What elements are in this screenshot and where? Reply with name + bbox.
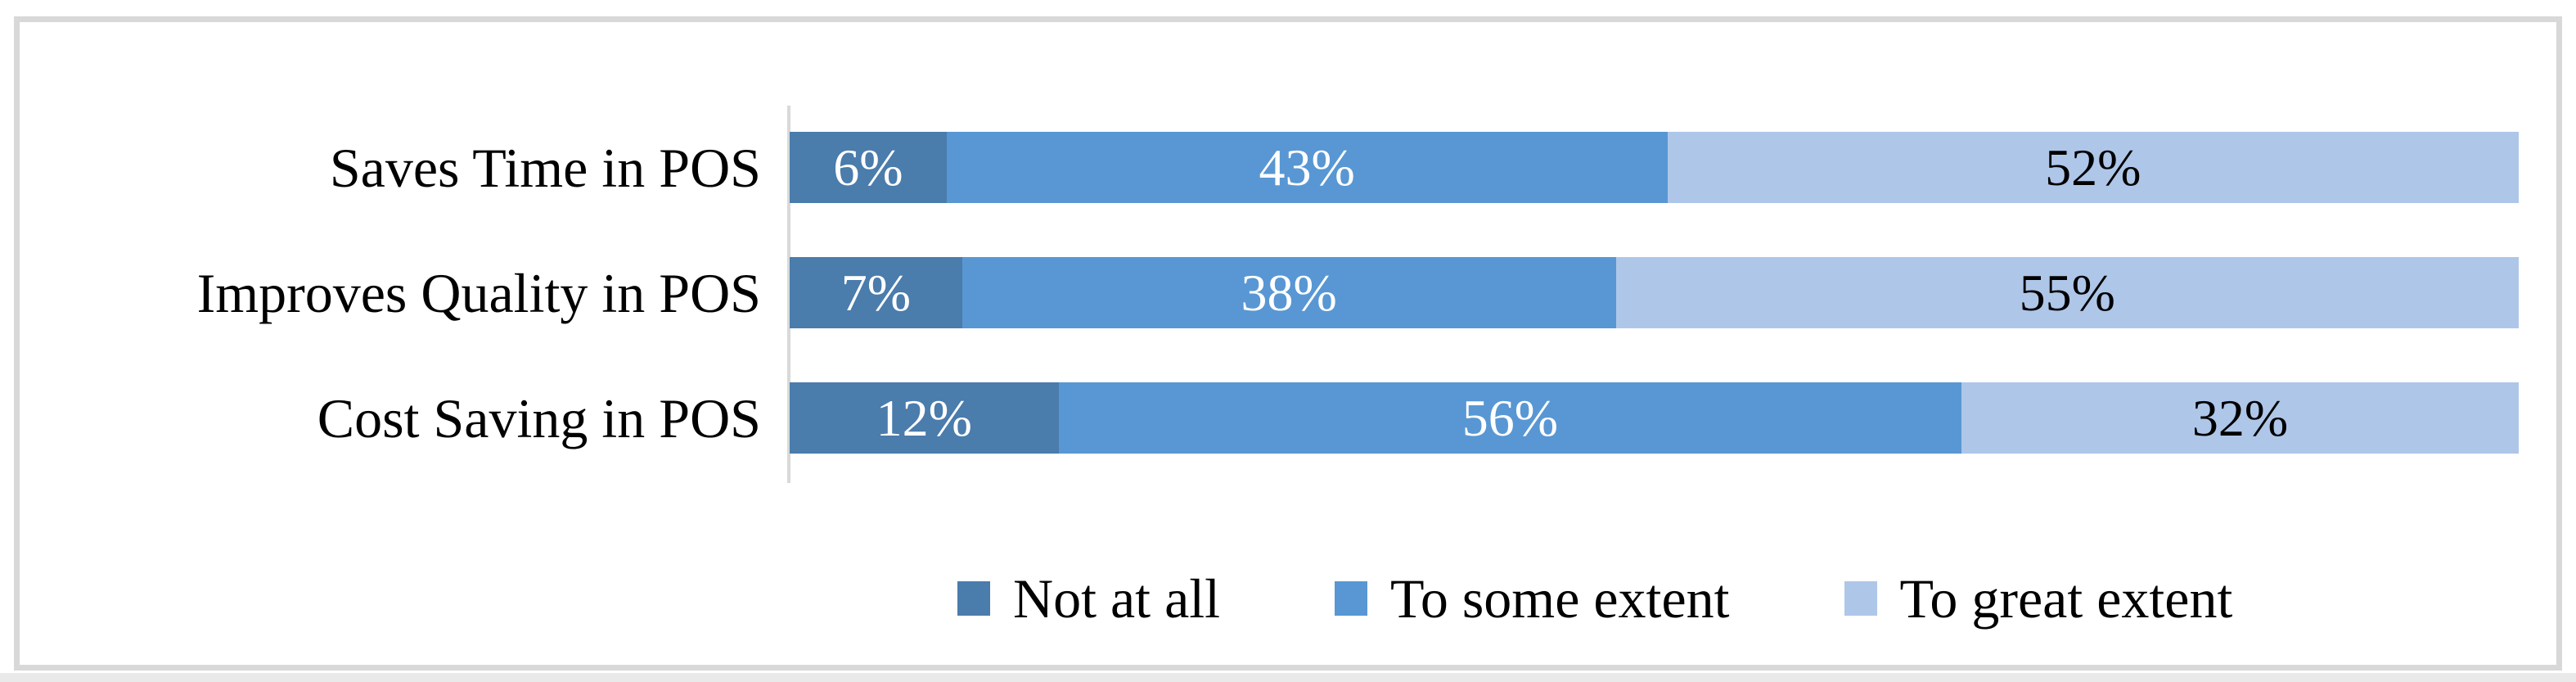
bar-segment: 12% xyxy=(790,382,1059,454)
legend-swatch-icon xyxy=(1844,581,1877,616)
data-label: 7% xyxy=(840,263,912,322)
page-edge-strip xyxy=(0,673,2576,682)
data-label: 56% xyxy=(1461,388,1559,447)
data-label: 52% xyxy=(2045,138,2141,196)
data-label: 43% xyxy=(1259,138,1355,196)
legend: Not at all To some extent To great extent xyxy=(957,564,2232,633)
stacked-bar: 12% 56% 32% xyxy=(790,382,2519,454)
bar-row: Improves Quality in POS 7% 38% 55% xyxy=(20,257,2519,328)
stacked-bar: 6% 43% 52% xyxy=(790,132,2519,203)
legend-swatch-icon xyxy=(1335,581,1368,616)
bar-row: Saves Time in POS 6% 43% 52% xyxy=(20,132,2519,203)
stacked-bar: 7% 38% 55% xyxy=(790,257,2519,328)
legend-item: Not at all xyxy=(957,571,1220,626)
category-axis-line xyxy=(787,106,790,483)
bar-segment: 43% xyxy=(946,132,1668,203)
data-label: 32% xyxy=(2191,388,2289,447)
legend-item: To some extent xyxy=(1335,567,1730,630)
category-label: Improves Quality in POS xyxy=(196,261,761,324)
category-label: Saves Time in POS xyxy=(329,136,761,199)
legend-label: To some extent xyxy=(1390,567,1730,630)
bar-row: Cost Saving in POS 12% 56% 32% xyxy=(20,382,2519,454)
legend-label: To great extent xyxy=(1899,567,2233,630)
bar-segment: 32% xyxy=(1961,382,2519,454)
bar-segment: 7% xyxy=(790,257,962,328)
bar-segment: 6% xyxy=(790,132,947,203)
legend-label: Not at all xyxy=(1013,567,1221,630)
data-label: 38% xyxy=(1241,263,1337,322)
legend-swatch-icon xyxy=(957,581,990,616)
legend-item: To great extent xyxy=(1844,567,2233,630)
bar-segment: 38% xyxy=(961,257,1616,328)
bar-segment: 56% xyxy=(1058,382,1962,454)
data-label: 6% xyxy=(833,138,903,196)
bar-segment: 52% xyxy=(1667,132,2519,203)
category-label: Cost Saving in POS xyxy=(317,386,761,449)
data-label: 55% xyxy=(2019,263,2115,322)
data-label: 12% xyxy=(876,388,972,447)
bar-segment: 55% xyxy=(1615,257,2519,328)
chart-border-frame: Saves Time in POS 6% 43% 52% Improves Qualit… xyxy=(14,16,2562,671)
